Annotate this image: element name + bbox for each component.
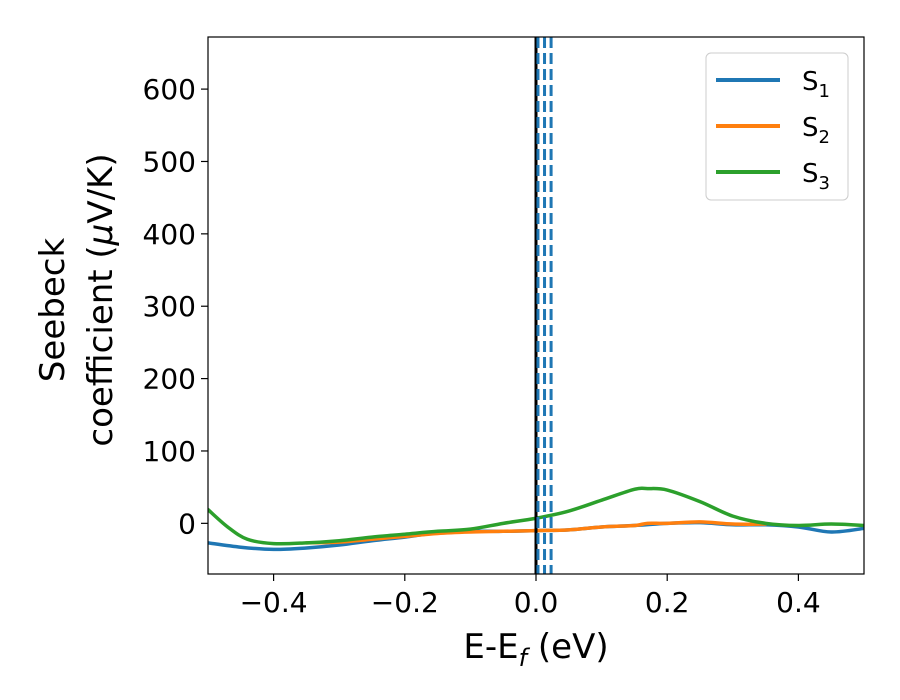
x-tick-label: −0.2 xyxy=(371,586,439,619)
legend-label-sub: 2 xyxy=(819,127,830,148)
y-axis-title-mu: μ xyxy=(81,224,121,247)
y-axis-title-line2: coefficient (μV/K) xyxy=(81,153,121,446)
legend-label-1: S1 xyxy=(802,67,830,102)
y-tick-label: 400 xyxy=(143,218,196,251)
y-axis-title-line2-tail: V/K) xyxy=(81,153,121,223)
legend-label-main: S xyxy=(802,67,819,97)
x-tick-label: 0.2 xyxy=(645,586,690,619)
y-tick-label: 200 xyxy=(143,363,196,396)
y-tick-label: 500 xyxy=(143,145,196,178)
x-axis: −0.4 −0.2 0.0 0.2 0.4 xyxy=(240,574,821,619)
y-axis-title-line1: Seebeck xyxy=(33,238,73,383)
y-tick-label: 600 xyxy=(143,73,196,106)
legend-label-3: S3 xyxy=(802,159,830,194)
x-axis-title-tail: (eV) xyxy=(527,627,609,667)
legend-label-2: S2 xyxy=(802,113,830,148)
y-tick-label: 100 xyxy=(143,435,196,468)
legend-label-sub: 3 xyxy=(819,173,830,194)
x-axis-title-main: E-E xyxy=(463,627,518,667)
y-tick-label: 300 xyxy=(143,290,196,323)
y-tick-label: 0 xyxy=(178,507,196,540)
x-tick-label: 0.0 xyxy=(514,586,559,619)
legend-label-main: S xyxy=(802,159,819,189)
y-axis-title: Seebeck coefficient (μV/K) xyxy=(33,153,121,446)
y-axis-title-line2-main: coefficient ( xyxy=(81,245,121,446)
series-line-2 xyxy=(304,520,768,545)
x-tick-label: −0.4 xyxy=(240,586,308,619)
legend-label-main: S xyxy=(802,113,819,143)
plot-clip-group xyxy=(208,37,864,574)
y-axis: 0 100 200 300 400 500 600 xyxy=(143,73,208,540)
x-tick-label: 0.4 xyxy=(776,586,821,619)
x-axis-title: E-Ef (eV) xyxy=(463,627,608,672)
plot-area xyxy=(208,37,864,574)
legend-label-sub: 1 xyxy=(819,81,830,102)
